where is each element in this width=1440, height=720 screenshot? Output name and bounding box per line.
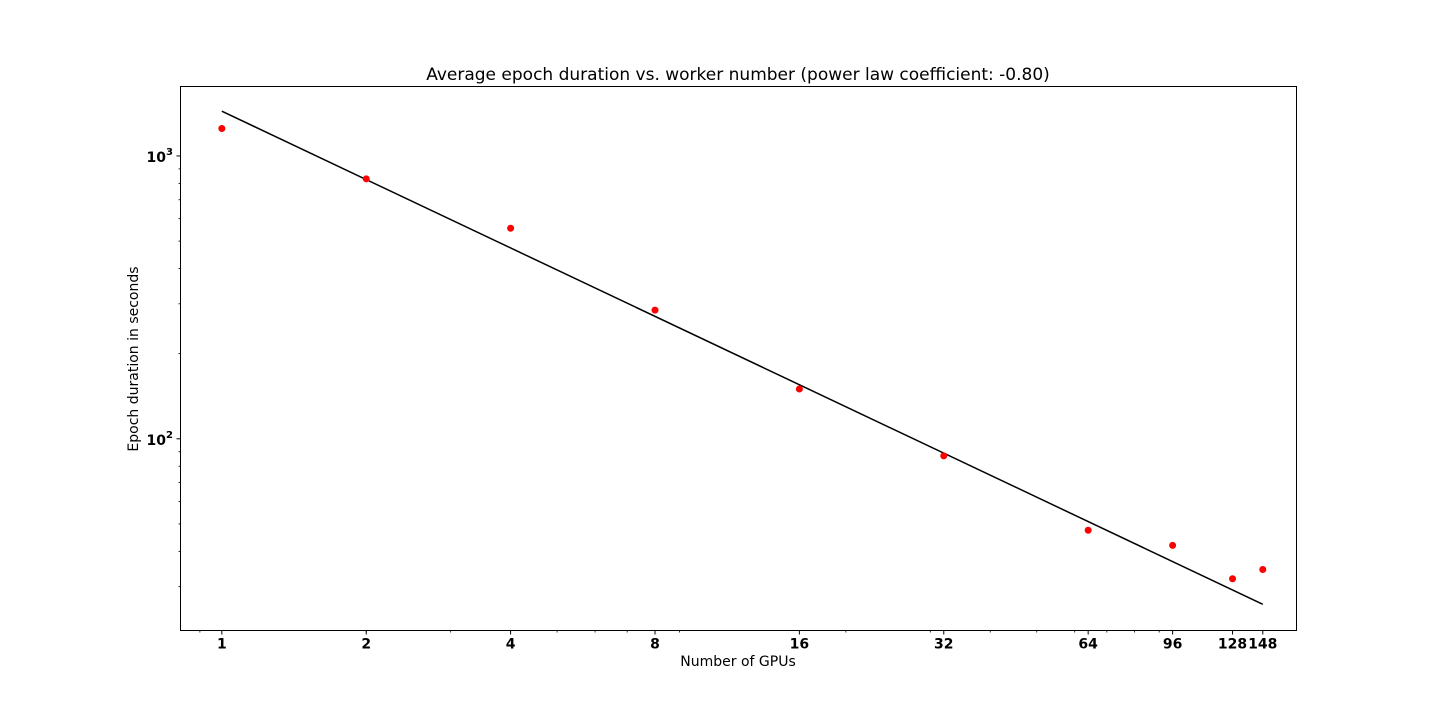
x-axis-label: Number of GPUs: [680, 654, 795, 670]
x-tick-label: 16: [790, 637, 809, 653]
x-tick-label: 2: [361, 637, 371, 653]
y-tick-label: 103: [147, 147, 173, 166]
data-points: [218, 125, 1267, 583]
fit-line: [221, 110, 1264, 605]
data-point: [1229, 575, 1237, 583]
x-tick-label: 1: [217, 637, 227, 653]
fit-line-group: [221, 110, 1264, 605]
plot-frame: [180, 86, 1297, 631]
x-tick-label: 4: [506, 637, 516, 653]
x-tick-label: 8: [650, 637, 660, 653]
data-point: [507, 224, 515, 232]
x-tick-label: 128: [1218, 637, 1247, 653]
data-point: [218, 125, 226, 133]
x-tick-label: 148: [1248, 637, 1277, 653]
data-point: [940, 452, 948, 460]
chart-title: Average epoch duration vs. worker number…: [426, 65, 1050, 85]
x-major-ticks: 1 2 4 8 16 32 64 96 128 148: [217, 630, 1277, 653]
x-tick-label: 64: [1078, 637, 1098, 653]
data-point: [651, 306, 659, 314]
data-point: [1259, 566, 1267, 574]
data-point: [1169, 541, 1177, 549]
x-tick-label: 96: [1163, 637, 1182, 653]
y-major-ticks: 102 103: [147, 147, 181, 449]
y-axis-label: Epoch duration in seconds: [126, 266, 142, 451]
data-point: [362, 175, 370, 183]
data-point: [795, 385, 803, 393]
x-tick-label: 32: [934, 637, 953, 653]
data-point: [1084, 526, 1092, 534]
y-tick-label: 102: [147, 430, 173, 449]
x-minor-ticks: [199, 630, 1160, 633]
y-minor-ticks: [178, 168, 181, 588]
